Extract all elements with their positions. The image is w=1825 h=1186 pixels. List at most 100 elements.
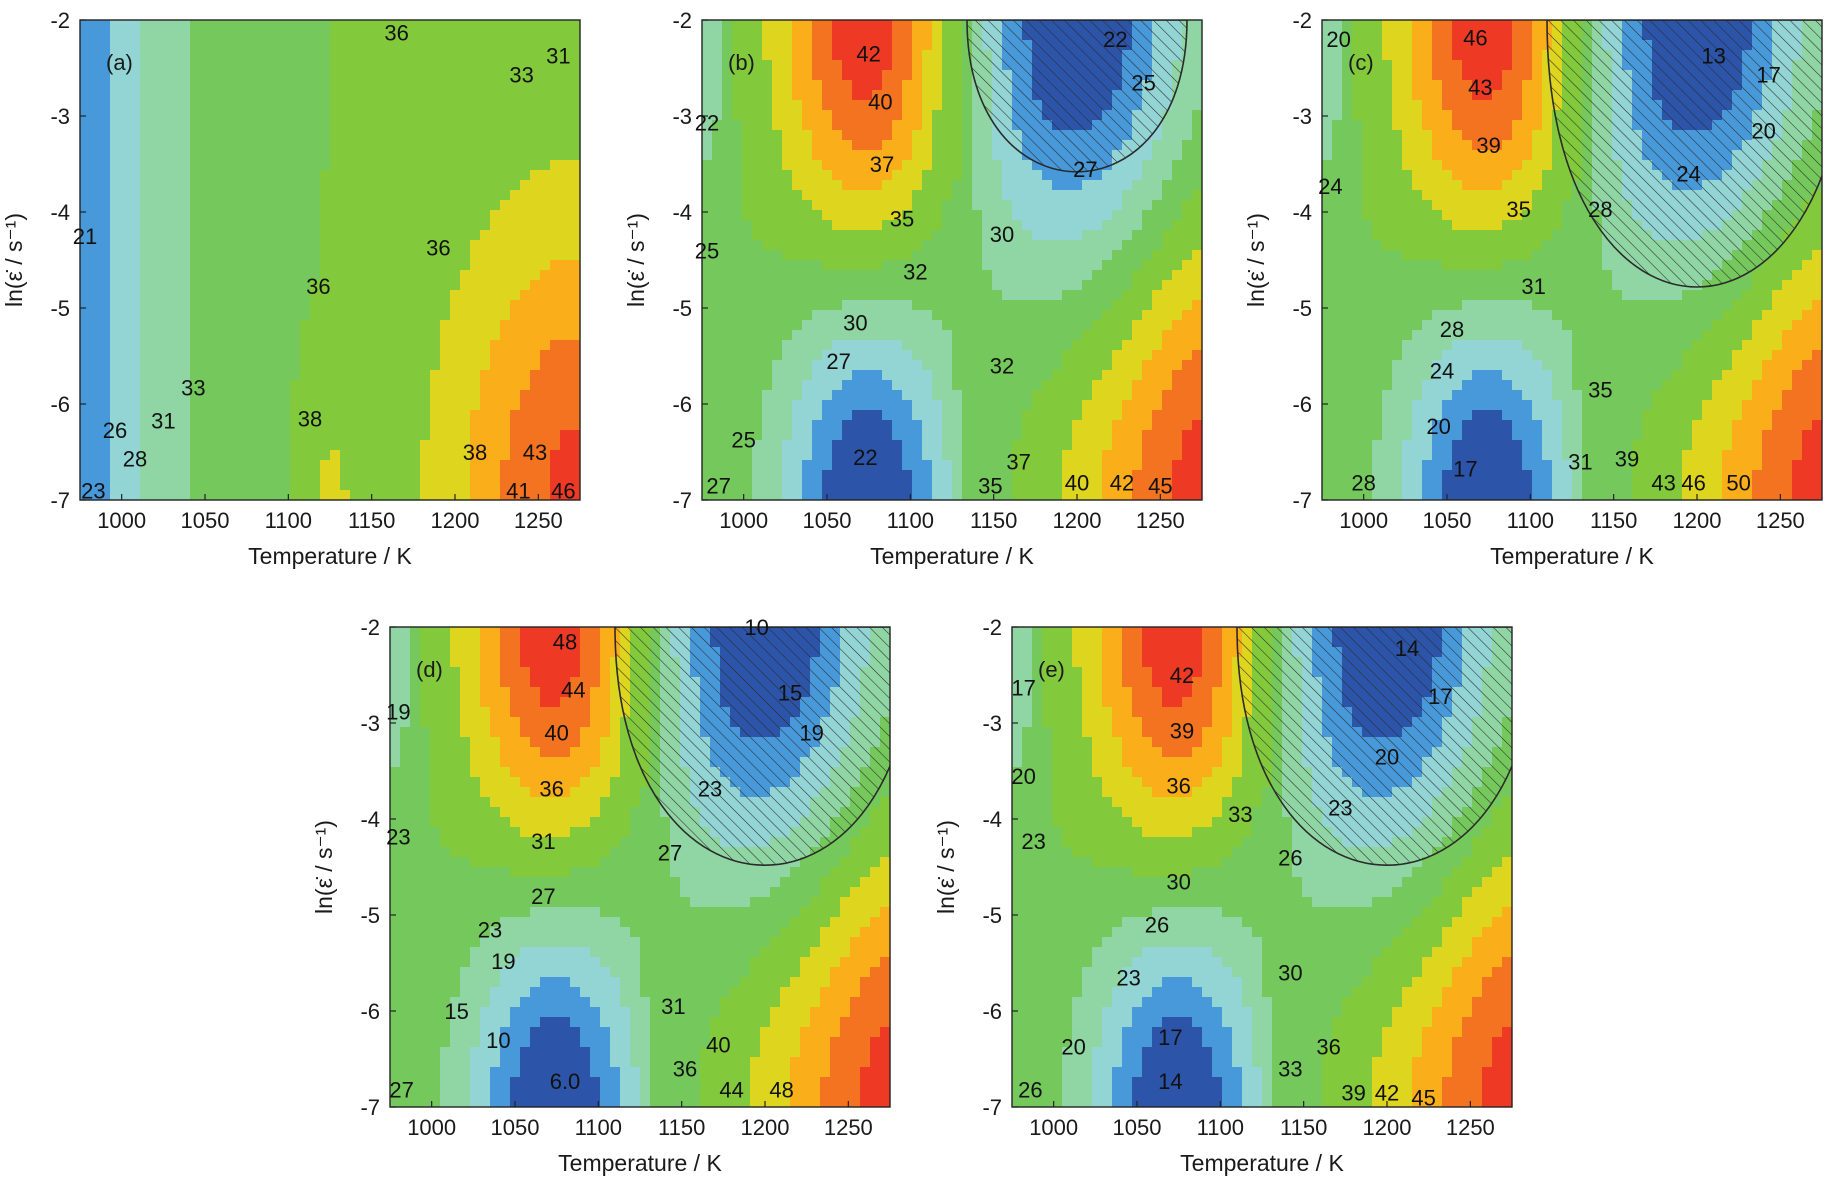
contour-cell (90, 420, 101, 431)
contour-cell (1082, 420, 1093, 431)
contour-cell (180, 80, 191, 91)
contour-cell (742, 160, 753, 171)
contour-cell (1072, 190, 1083, 201)
contour-cell (1032, 410, 1043, 421)
contour-cell (340, 280, 351, 291)
contour-cell (230, 470, 241, 481)
contour-cell (350, 260, 361, 271)
contour-cell (1082, 240, 1093, 251)
contour-cell (732, 360, 743, 371)
contour-cell (962, 100, 973, 111)
contour-cell (470, 260, 481, 271)
contour-cell (872, 240, 883, 251)
contour-cell (530, 140, 541, 151)
contour-label: 22 (853, 445, 877, 470)
contour-cell (550, 170, 561, 181)
contour-cell (702, 210, 713, 221)
contour-cell (430, 310, 441, 321)
contour-cell (160, 130, 171, 141)
contour-cell (742, 490, 753, 500)
contour-cell (100, 270, 111, 281)
contour-cell (1042, 280, 1053, 291)
contour-cell (90, 160, 101, 171)
contour-cell (350, 360, 361, 371)
contour-cell (1122, 200, 1133, 211)
contour-cell (1102, 470, 1113, 481)
contour-cell (792, 370, 803, 381)
contour-cell (712, 420, 723, 431)
contour-cell (450, 220, 461, 231)
contour-cell (802, 280, 813, 291)
contour-cell (230, 410, 241, 421)
contour-cell (712, 100, 723, 111)
contour-cell (480, 60, 491, 71)
contour-cell (1152, 310, 1163, 321)
contour-cell (170, 40, 181, 51)
contour-cell (1122, 290, 1133, 301)
contour-cell (290, 100, 301, 111)
contour-cell (310, 450, 321, 461)
contour-cell (1182, 210, 1193, 221)
contour-cell (270, 240, 281, 251)
contour-cell (902, 200, 913, 211)
contour-cell (140, 190, 151, 201)
contour-cell (270, 100, 281, 111)
contour-cell (832, 210, 843, 221)
contour-cell (882, 280, 893, 291)
contour-cell (90, 230, 101, 241)
contour-cell (380, 490, 391, 500)
contour-cell (902, 260, 913, 271)
contour-cell (802, 300, 813, 311)
contour-cell (1062, 280, 1073, 291)
contour-label: 36 (426, 236, 450, 261)
contour-cell (160, 470, 171, 481)
contour-cell (962, 450, 973, 461)
contour-cell (962, 350, 973, 361)
contour-cell (1092, 200, 1103, 211)
contour-cell (1192, 150, 1202, 161)
contour-cell (772, 390, 783, 401)
contour-cell (702, 170, 713, 181)
contour-cell (130, 340, 141, 351)
contour-cell (440, 150, 451, 161)
contour-cell (1012, 320, 1023, 331)
contour-cell (340, 140, 351, 151)
contour-cell (752, 250, 763, 261)
contour-cell (120, 270, 131, 281)
contour-cell (300, 190, 311, 201)
contour-cell (842, 320, 853, 331)
contour-cell (722, 490, 733, 500)
contour-cell (240, 440, 251, 451)
contour-cell (320, 470, 331, 481)
contour-cell (410, 390, 421, 401)
contour-cell (340, 100, 351, 111)
contour-cell (150, 260, 161, 271)
contour-cell (140, 420, 151, 431)
contour-cell (250, 250, 261, 261)
contour-cell (230, 210, 241, 221)
contour-cell (1142, 210, 1153, 221)
contour-cell (560, 240, 571, 251)
contour-cell (782, 50, 793, 61)
contour-cell (742, 170, 753, 181)
contour-cell (1172, 280, 1183, 291)
contour-cell (972, 140, 983, 151)
contour-cell (370, 410, 381, 421)
contour-cell (962, 320, 973, 331)
contour-cell (832, 410, 843, 421)
contour-cell (330, 140, 341, 151)
contour-cell (100, 450, 111, 461)
contour-cell (200, 120, 211, 131)
contour-cell (120, 170, 131, 181)
contour-cell (1192, 280, 1202, 291)
contour-cell (190, 50, 201, 61)
contour-cell (110, 230, 121, 241)
contour-cell (250, 480, 261, 491)
contour-cell (210, 100, 221, 111)
contour-cell (460, 370, 471, 381)
contour-cell (340, 240, 351, 251)
contour-cell (942, 180, 953, 191)
contour-cell (120, 100, 131, 111)
contour-cell (1082, 210, 1093, 221)
